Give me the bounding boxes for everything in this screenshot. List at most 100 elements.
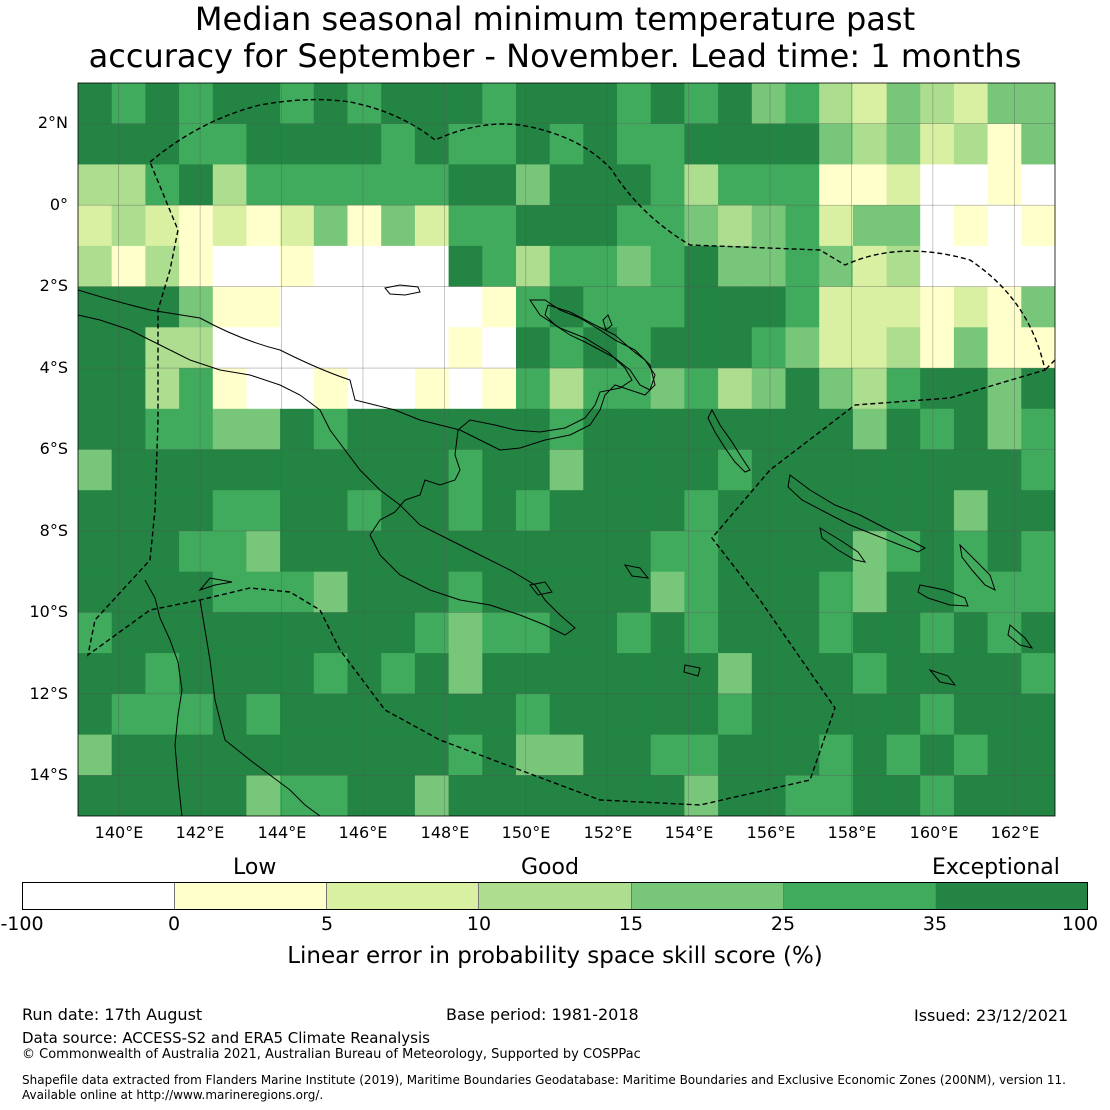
grid-cell bbox=[650, 245, 685, 288]
grid-cell bbox=[1021, 83, 1055, 125]
solomon-islands-coastline-e bbox=[928, 668, 957, 686]
map-graticule bbox=[78, 83, 1055, 816]
grid-cell bbox=[78, 164, 113, 206]
grid-cell bbox=[650, 286, 685, 328]
grid-cell bbox=[953, 490, 989, 532]
grid-cell bbox=[650, 530, 685, 573]
grid-cell bbox=[819, 612, 854, 654]
grid-cell bbox=[145, 449, 180, 491]
grid-cell bbox=[1021, 205, 1055, 247]
grid-cell bbox=[145, 693, 180, 736]
grid-cell bbox=[448, 368, 483, 410]
grid-cell bbox=[212, 734, 248, 776]
grid-cell bbox=[280, 83, 315, 125]
grid-cell bbox=[549, 653, 584, 695]
grid-cell bbox=[111, 123, 146, 165]
grid-cell bbox=[751, 775, 787, 816]
grid-cell bbox=[987, 693, 1022, 736]
grid-cell bbox=[785, 245, 820, 288]
grid-cell bbox=[78, 449, 113, 491]
grid-cell bbox=[381, 775, 416, 816]
grid-cell bbox=[381, 205, 416, 247]
grid-cell bbox=[414, 612, 450, 654]
grid-cell bbox=[516, 83, 551, 125]
solomon-islands-coastline-a bbox=[787, 474, 927, 553]
grid-cell bbox=[78, 530, 113, 573]
grid-cell bbox=[516, 449, 551, 491]
grid-cell bbox=[280, 490, 315, 532]
grid-cell bbox=[212, 205, 248, 247]
skill-score-map bbox=[77, 82, 1056, 817]
grid-cell bbox=[953, 693, 989, 736]
grid-cell bbox=[448, 164, 483, 206]
grid-cell bbox=[313, 693, 349, 736]
grid-cell bbox=[482, 693, 517, 736]
grid-cell bbox=[549, 449, 584, 491]
grid-cell bbox=[179, 571, 214, 613]
grid-cell bbox=[414, 449, 450, 491]
grid-cell bbox=[718, 408, 753, 451]
grid-cell bbox=[718, 83, 753, 125]
colorbar-segment bbox=[23, 883, 175, 909]
grid-cell bbox=[852, 612, 888, 654]
grid-cell bbox=[684, 775, 719, 816]
grid-cell bbox=[886, 205, 921, 247]
grid-cell bbox=[953, 286, 989, 328]
grid-cell bbox=[145, 83, 180, 125]
grid-cell bbox=[246, 693, 281, 736]
cape-york-east-coastline bbox=[199, 599, 321, 816]
grid-cell bbox=[684, 734, 719, 776]
grid-cell bbox=[819, 653, 854, 695]
grid-cell bbox=[381, 164, 416, 206]
grid-cell bbox=[819, 571, 854, 613]
grid-cell bbox=[313, 653, 349, 695]
grid-cell bbox=[650, 83, 685, 125]
grid-cell bbox=[246, 83, 281, 125]
grid-cell bbox=[482, 571, 517, 613]
grid-cell bbox=[212, 123, 248, 165]
grid-cell bbox=[920, 205, 955, 247]
grid-cell bbox=[886, 653, 921, 695]
grid-cell bbox=[987, 449, 1022, 491]
grid-cell bbox=[583, 164, 618, 206]
legend-tick-5: 5 bbox=[320, 913, 334, 935]
grid-cell bbox=[111, 368, 146, 410]
grid-cell bbox=[78, 408, 113, 451]
grid-cell bbox=[111, 205, 146, 247]
grid-cell bbox=[718, 327, 753, 369]
grid-cell bbox=[650, 164, 685, 206]
grid-cell bbox=[313, 408, 349, 451]
grid-cell bbox=[347, 245, 382, 288]
grid-cell bbox=[819, 368, 854, 410]
grid-cell bbox=[920, 693, 955, 736]
grid-cell bbox=[751, 653, 787, 695]
grid-cell bbox=[313, 734, 349, 776]
grid-cell bbox=[347, 612, 382, 654]
grid-cell bbox=[414, 571, 450, 613]
grid-cell bbox=[1021, 734, 1055, 776]
lon-label-150e: 150°E bbox=[501, 823, 551, 842]
colorbar-segment bbox=[934, 883, 1087, 909]
grid-cell bbox=[313, 83, 349, 125]
grid-cell bbox=[886, 123, 921, 165]
grid-cell bbox=[1021, 653, 1055, 695]
lon-label-148e: 148°E bbox=[420, 823, 470, 842]
lon-label-146e: 146°E bbox=[338, 823, 388, 842]
eez-boundary-png bbox=[86, 98, 1046, 806]
grid-cell bbox=[953, 612, 989, 654]
grid-cell bbox=[684, 571, 719, 613]
lon-label-160e: 160°E bbox=[909, 823, 959, 842]
grid-cell bbox=[246, 205, 281, 247]
grid-cell bbox=[920, 490, 955, 532]
grid-cell bbox=[78, 734, 113, 776]
grid-cell bbox=[246, 530, 281, 573]
grid-cell bbox=[718, 368, 753, 410]
grid-cell bbox=[414, 693, 450, 736]
grid-cell bbox=[516, 571, 551, 613]
grid-cell bbox=[785, 123, 820, 165]
grid-cell bbox=[482, 775, 517, 816]
grid-cell bbox=[718, 734, 753, 776]
grid-cell bbox=[953, 571, 989, 613]
lon-label-158e: 158°E bbox=[827, 823, 877, 842]
grid-cell bbox=[212, 408, 248, 451]
